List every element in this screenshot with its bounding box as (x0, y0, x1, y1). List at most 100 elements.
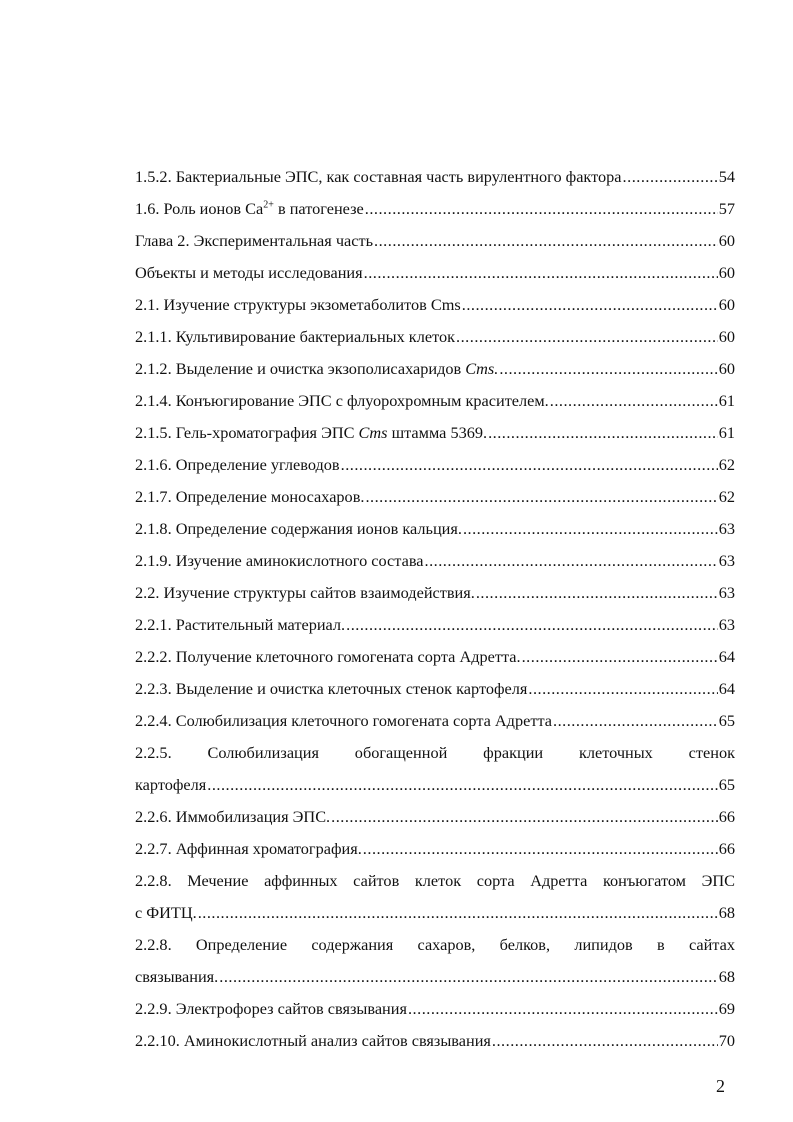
toc-text: 2.1.7. Определение моносахаров. (135, 481, 364, 513)
toc-line: 1.6. Роль ионов Ca2+ в патогенезе 57 (135, 193, 735, 225)
dot-leader (207, 769, 717, 801)
toc-text: 2.1. Изучение структуры экзометаболитов … (135, 289, 461, 321)
dot-leader (341, 449, 718, 481)
dot-leader (198, 897, 718, 929)
toc-line: 2.2.2. Получение клеточного гомогената с… (135, 641, 735, 673)
toc-text: 2.2.3. Выделение и очистка клеточных сте… (135, 673, 527, 705)
toc-text-part: Cms (358, 423, 388, 442)
dot-leader (488, 417, 718, 449)
toc-line: 2.2.6. Иммобилизация ЭПС. 66 (135, 801, 735, 833)
toc-page: 62 (718, 455, 735, 474)
toc-line: 2.2.7. Аффинная хроматография. 66 (135, 833, 735, 865)
dot-leader (425, 545, 718, 577)
toc-text: 2.1.4. Конъюгирование ЭПС с флуорохромны… (135, 385, 549, 417)
toc-text: 2.1.2. Выделение и очистка экзополисахар… (135, 353, 498, 385)
dot-leader (374, 225, 718, 257)
dot-leader (623, 161, 718, 193)
toc-text: 2.2.9. Электрофорез сайтов связывания (135, 993, 407, 1025)
dot-leader (463, 513, 718, 545)
toc-page: 57 (718, 199, 735, 218)
toc-page: 61 (718, 423, 735, 442)
toc-text: Глава 2. Экспериментальная часть (135, 225, 373, 257)
toc-page: 62 (718, 487, 735, 506)
toc-text-part: Объекты и методы исследования (135, 263, 363, 282)
toc-line: связывания. 68 (135, 961, 735, 993)
toc-page: 60 (718, 359, 735, 378)
toc-text: картофеля (135, 769, 206, 801)
toc-text-part: 2.1.8. Определение содержания ионов каль… (135, 519, 462, 538)
toc-page: 68 (718, 903, 735, 922)
toc-text-part: 2.1. Изучение структуры экзометаболитов … (135, 295, 461, 314)
toc-text-part: с ФИТЦ. (135, 903, 197, 922)
dot-leader (528, 673, 717, 705)
toc-text-part: 2.1.5. Гель-хроматография ЭПС (135, 423, 359, 442)
toc-text-part: 1.5.2. Бактериальные ЭПС, как составная … (135, 167, 622, 186)
toc-text-part: 2.1.2. Выделение и очистка экзополисахар… (135, 359, 466, 378)
toc-line: 2.1.1. Культивирование бактериальных кле… (135, 321, 735, 353)
toc-line: 2.1.9. Изучение аминокислотного состава 6… (135, 545, 735, 577)
toc-text-part: 2.2.1. Растительный материал. (135, 615, 346, 634)
toc-text-part: 2.2.4. Солюбилизация клеточного гомогена… (135, 711, 552, 730)
toc-line: 2.1.7. Определение моносахаров. 62 (135, 481, 735, 513)
toc-text: 2.1.6. Определение углеводов (135, 449, 340, 481)
toc-page: 60 (718, 295, 735, 314)
toc-text-part: 2.2.6. Иммобилизация ЭПС. (135, 807, 331, 826)
toc-text: 2.2.2. Получение клеточного гомогената с… (135, 641, 521, 673)
dot-leader (553, 705, 718, 737)
toc-page: 69 (718, 999, 735, 1018)
toc-line: 2.2.8. Определение содержания сахаров, б… (135, 929, 735, 961)
toc-page: 54 (718, 167, 735, 186)
page-number: 2 (716, 1076, 725, 1096)
toc-text-part: 2.2.2. Получение клеточного гомогената с… (135, 647, 521, 666)
toc-text-part: 2+ (263, 199, 274, 211)
toc-text: 2.2.5. Солюбилизация обогащенной фракции… (135, 743, 735, 762)
dot-leader (364, 257, 718, 289)
toc-text: 2.2.6. Иммобилизация ЭПС. (135, 801, 330, 833)
toc-line: Объекты и методы исследования 60 (135, 257, 735, 289)
toc-text: 1.5.2. Бактериальные ЭПС, как составная … (135, 161, 622, 193)
dot-leader (550, 385, 718, 417)
dot-leader (492, 1025, 718, 1057)
toc-page: 66 (718, 839, 735, 858)
toc-text: Объекты и методы исследования (135, 257, 363, 289)
toc-text: 2.2.8. Определение содержания сахаров, б… (135, 935, 735, 954)
toc-text: 2.2.8. Мечение аффинных сайтов клеток со… (135, 871, 735, 890)
toc-text-part: 2.1.4. Конъюгирование ЭПС с флуорохромны… (135, 391, 549, 410)
toc-line: 2.2.5. Солюбилизация обогащенной фракции… (135, 737, 735, 769)
dot-leader (499, 353, 717, 385)
toc-text: 2.2.4. Солюбилизация клеточного гомогена… (135, 705, 552, 737)
dot-leader (346, 609, 718, 641)
dot-leader (456, 321, 718, 353)
toc-page: 61 (718, 391, 735, 410)
toc-page: 63 (718, 583, 735, 602)
toc-line: 2.1.8. Определение содержания ионов каль… (135, 513, 735, 545)
toc-text-part: Cms. (465, 359, 499, 378)
toc-page: 65 (718, 711, 735, 730)
toc-text: 2.2.1. Растительный материал. (135, 609, 345, 641)
toc-text: 2.1.1. Культивирование бактериальных кле… (135, 321, 455, 353)
toc-text-part: 2.2.8. Определение содержания сахаров, б… (135, 935, 735, 954)
toc-text: 1.6. Роль ионов Ca2+ в патогенезе (135, 193, 364, 225)
toc-text-part: 2.1.7. Определение моносахаров. (135, 487, 365, 506)
toc-text-part: 2.2.9. Электрофорез сайтов связывания (135, 999, 407, 1018)
toc-line: 2.2.1. Растительный материал. 63 (135, 609, 735, 641)
dot-leader (219, 961, 717, 993)
dot-leader (408, 993, 718, 1025)
toc-text: 2.1.9. Изучение аминокислотного состава (135, 545, 424, 577)
toc-text-part: 2.1.9. Изучение аминокислотного состава (135, 551, 424, 570)
toc-text-part: 2.2.10. Аминокислотный анализ сайтов свя… (135, 1031, 491, 1050)
toc-text: 2.2.7. Аффинная хроматография. (135, 833, 362, 865)
toc-line: 2.1.4. Конъюгирование ЭПС с флуорохромны… (135, 385, 735, 417)
dot-leader (462, 289, 718, 321)
toc-text: 2.2. Изучение структуры сайтов взаимодей… (135, 577, 475, 609)
toc-page: 66 (718, 807, 735, 826)
toc-page: 60 (718, 231, 735, 250)
toc-text-part: 2.2.8. Мечение аффинных сайтов клеток со… (135, 871, 735, 890)
toc-line: 2.1.2. Выделение и очистка экзополисахар… (135, 353, 735, 385)
dot-leader (363, 833, 718, 865)
toc-page: 63 (718, 551, 735, 570)
toc-text-part: Глава 2. Экспериментальная часть (135, 231, 374, 250)
toc-page: 68 (718, 967, 735, 986)
dot-leader (522, 641, 718, 673)
toc-text-part: 1.6. Роль ионов Ca (135, 199, 264, 218)
